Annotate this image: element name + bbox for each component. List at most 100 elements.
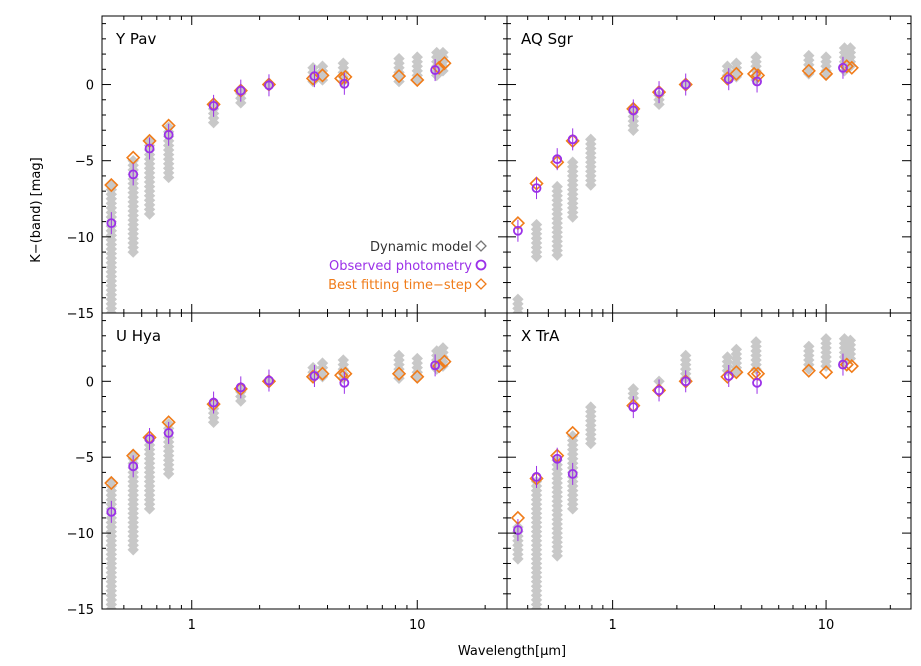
best-fit-diamond (104, 177, 119, 193)
best-fit-diamond (729, 365, 744, 380)
model-diamond (803, 49, 815, 62)
model-diamond (750, 51, 762, 63)
model-diamond (730, 343, 743, 356)
observed-point (208, 100, 219, 111)
observed-point (680, 79, 691, 90)
observed-point (723, 74, 734, 85)
panel-plot-area (104, 342, 452, 609)
best-fit-diamond (410, 72, 425, 88)
observed-point (339, 78, 350, 89)
observed-point (654, 87, 664, 98)
model-diamond (721, 60, 734, 72)
observed-point (430, 360, 441, 371)
observed-point (235, 85, 246, 96)
x-tick-label: 1 (608, 618, 616, 633)
model-diamond (316, 60, 329, 72)
model-diamond (566, 156, 579, 168)
model-diamond (566, 430, 579, 442)
panel-frame (506, 312, 912, 610)
observed-point (752, 76, 762, 87)
model-diamond (437, 46, 449, 59)
best-fit-diamond (801, 363, 816, 378)
panel-plot-area (510, 42, 859, 313)
observed-point (567, 469, 578, 479)
best-fit-diamond (818, 365, 834, 380)
best-fit-diamond (720, 369, 735, 384)
model-diamond (530, 218, 543, 231)
y-tick-label: −15 (67, 307, 94, 322)
model-diamond (844, 42, 857, 54)
y-tick-label: −10 (67, 231, 94, 246)
observed-point (723, 371, 734, 381)
panels-group: 0 −5 −10 −15 Y Pav Dynamic model Observed phot… (67, 15, 912, 633)
panel-title: X TrA (521, 327, 560, 345)
model-diamond (750, 336, 762, 348)
y-tick-label: −10 (67, 527, 94, 542)
legend-marker (475, 240, 487, 252)
observed-point (309, 71, 320, 82)
panel-1: AQ Sgr (506, 15, 912, 314)
observed-point (128, 461, 139, 472)
model-diamond (411, 51, 423, 63)
y-tick-label: −5 (75, 451, 94, 466)
observed-point (680, 376, 691, 387)
best-fit-diamond (729, 66, 744, 82)
observed-point (552, 154, 563, 165)
observed-point (208, 397, 219, 408)
observed-point (752, 377, 762, 388)
panel-plot-area (104, 46, 452, 313)
observed-point (838, 62, 848, 73)
observed-point (106, 218, 117, 229)
panel-title: AQ Sgr (521, 30, 574, 48)
observed-point (264, 80, 274, 91)
observed-point (513, 525, 523, 535)
panel-title: Y Pav (115, 30, 156, 48)
legend-label: Observed photometry (329, 259, 472, 274)
panel-plot-area (510, 333, 859, 609)
model-diamond (512, 293, 524, 305)
observed-point (552, 453, 563, 464)
model-diamond (721, 351, 734, 363)
model-diamond (337, 57, 350, 69)
model-diamond (680, 349, 692, 362)
panel-2: 0 −5 −10 −15 1 10 U Hya (67, 312, 508, 633)
observed-point (163, 428, 174, 438)
best-fit-diamond (315, 68, 330, 83)
model-diamond (585, 133, 597, 146)
model-diamond (803, 340, 815, 353)
model-diamond (551, 180, 563, 193)
y-tick-label: 0 (86, 375, 94, 390)
observed-point (264, 375, 274, 386)
observed-point (106, 506, 117, 517)
best-fit-diamond (844, 60, 859, 75)
best-fit-diamond (801, 63, 816, 78)
observed-point (144, 434, 155, 444)
model-diamond (844, 334, 857, 347)
observed-point (513, 225, 523, 236)
legend-marker (475, 278, 487, 290)
observed-point (838, 359, 848, 370)
observed-point (144, 143, 155, 154)
legend-label: Dynamic model (370, 240, 472, 255)
best-fit-diamond (750, 68, 766, 83)
model-diamond (411, 352, 423, 365)
y-axis-label: K−(band) [mag] (29, 157, 44, 262)
observed-point (567, 134, 578, 145)
y-tick-label: 0 (86, 79, 94, 94)
observed-point (128, 169, 139, 180)
x-axis-label: Wavelength[μm] (458, 644, 566, 659)
best-fit-diamond (437, 56, 452, 71)
x-tick-label: 1 (188, 618, 196, 633)
observed-point (339, 377, 350, 388)
legend-label: Best fitting time−step (328, 278, 472, 293)
observed-point (430, 65, 441, 75)
best-fit-diamond (565, 425, 580, 441)
model-diamond (585, 401, 597, 413)
x-tick-label: 10 (409, 618, 426, 633)
model-diamond (437, 342, 449, 354)
observed-point (531, 472, 542, 482)
best-fit-diamond (315, 366, 330, 381)
model-diamond (393, 52, 405, 65)
legend-marker (475, 259, 487, 271)
best-fit-diamond (818, 66, 834, 82)
